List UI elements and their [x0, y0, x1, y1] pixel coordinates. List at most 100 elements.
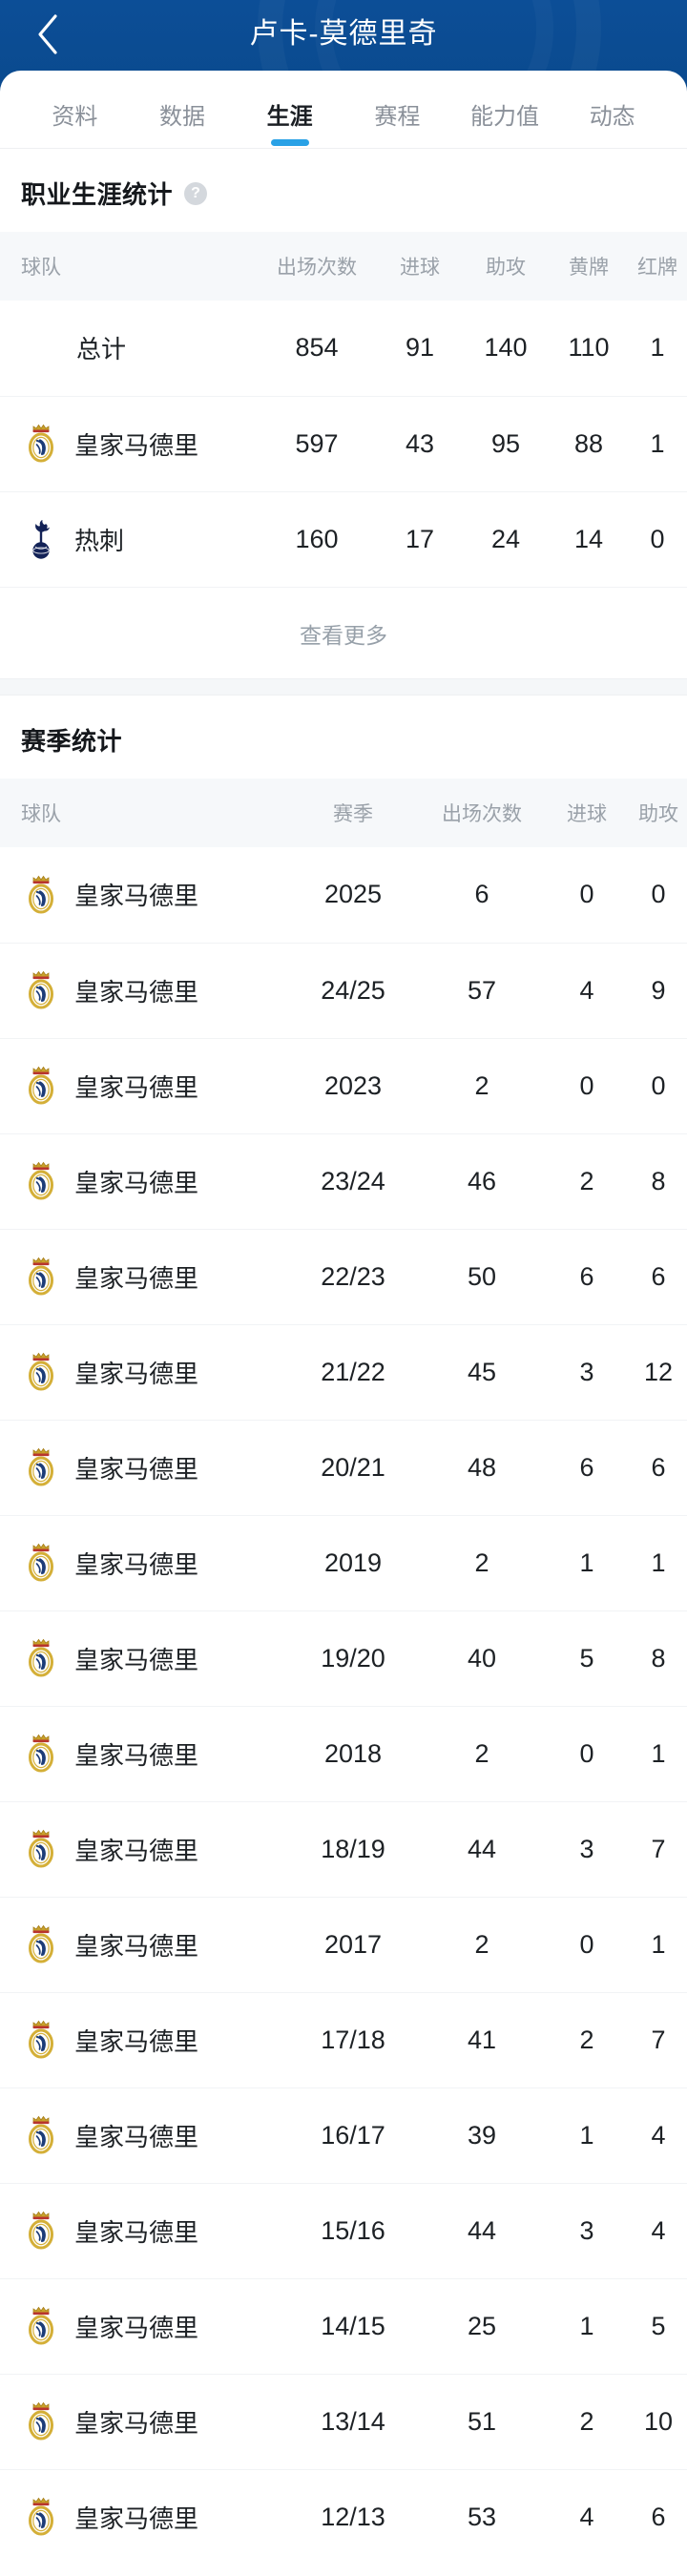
- real-madrid-crest-icon: [29, 2020, 53, 2059]
- tottenham-crest-icon: [32, 520, 50, 559]
- season-cell-assists: 6: [630, 1229, 687, 1325]
- season-cell-assists: 1: [630, 1515, 687, 1611]
- tab-nenglizhi[interactable]: 能力值: [470, 104, 540, 130]
- season-cell-season: 20/21: [286, 1420, 420, 1516]
- season-cell-apps: 2: [420, 1897, 544, 1993]
- career-cell-goals: 17: [405, 524, 435, 553]
- season-cell-goals: 2: [544, 1992, 630, 2088]
- career-view-more-button[interactable]: 查看更多: [0, 587, 687, 678]
- season-section-header: 赛季统计: [0, 696, 687, 779]
- tab-dongtai[interactable]: 动态: [589, 104, 635, 130]
- season-team-name: 皇家马德里: [74, 1168, 199, 1197]
- season-cell-goals: 3: [544, 1324, 630, 1421]
- season-team-name: 皇家马德里: [74, 1072, 199, 1102]
- season-cell-season: 2023: [286, 1038, 420, 1134]
- back-button[interactable]: [21, 8, 74, 61]
- season-section-title: 赛季统计: [21, 727, 123, 756]
- season-table-row[interactable]: 皇家马德里 23/24 46 2 8: [0, 1133, 687, 1230]
- season-cell-season: 19/20: [286, 1610, 420, 1707]
- season-cell-goals: 0: [544, 1038, 630, 1134]
- season-team-name: 皇家马德里: [74, 1359, 199, 1388]
- real-madrid-crest-icon: [29, 2306, 53, 2345]
- tab-shuju[interactable]: 数据: [159, 104, 205, 130]
- career-section-header: 职业生涯统计 ?: [0, 149, 687, 232]
- season-cell-assists: 5: [630, 2278, 687, 2375]
- career-cell-assists: 24: [490, 524, 521, 553]
- season-cell-team: 皇家马德里: [0, 1229, 286, 1325]
- season-table-row[interactable]: 皇家马德里 18/19 44 3 7: [0, 1801, 687, 1898]
- season-cell-apps: 39: [420, 2088, 544, 2184]
- career-table-row[interactable]: 热刺 160 17 24 14 0: [0, 491, 687, 587]
- season-table-header-row: 球队 赛季 出场次数 进球 助攻: [0, 779, 687, 847]
- career-table-row[interactable]: 皇家马德里 597 43 95 88 1: [0, 396, 687, 492]
- tab-saicheng[interactable]: 赛程: [374, 104, 421, 130]
- career-col-assists: 助攻: [486, 257, 526, 279]
- tab-bar: 资料 数据 生涯 赛程 能力值 动态: [0, 71, 687, 149]
- season-cell-apps: 57: [420, 943, 544, 1039]
- season-cell-apps: 44: [420, 1801, 544, 1898]
- season-cell-season: 18/19: [286, 1801, 420, 1898]
- season-table-row[interactable]: 皇家马德里 14/15 25 1 5: [0, 2278, 687, 2375]
- season-team-name: 皇家马德里: [74, 2503, 199, 2533]
- season-cell-apps: 53: [467, 2502, 497, 2531]
- season-table-row[interactable]: 皇家马德里 15/16 44 3 4: [0, 2183, 687, 2279]
- season-cell-apps: 6: [420, 847, 544, 944]
- season-team-name: 皇家马德里: [74, 1454, 199, 1484]
- season-cell-assists: 10: [630, 2374, 687, 2470]
- season-cell-season: 14/15: [286, 2278, 420, 2375]
- season-cell-assists: 12: [630, 1324, 687, 1421]
- season-cell-apps: 2: [420, 1515, 544, 1611]
- season-cell-assists: 7: [630, 1992, 687, 2088]
- career-cell-red: 0: [650, 524, 665, 553]
- real-madrid-crest-icon: [29, 2211, 53, 2250]
- season-table-row[interactable]: 皇家马德里 12/13 53 4 6: [0, 2469, 687, 2565]
- career-cell-team: 总计: [0, 301, 256, 397]
- season-cell-apps: 40: [420, 1610, 544, 1707]
- season-table-row[interactable]: 皇家马德里 2025 6 0 0: [0, 847, 687, 944]
- career-cell-assists: 140: [462, 301, 550, 397]
- season-table-row[interactable]: 皇家马德里 2023 2 0 0: [0, 1038, 687, 1134]
- season-team-name: 皇家马德里: [74, 2026, 199, 2056]
- season-table-row[interactable]: 皇家马德里 2017 2 0 1: [0, 1897, 687, 1993]
- season-table-row[interactable]: 皇家马德里 13/14 51 2 10: [0, 2374, 687, 2470]
- season-table-row[interactable]: 皇家马德里 19/20 40 5 8: [0, 1610, 687, 1707]
- season-team-name: 皇家马德里: [74, 2408, 199, 2438]
- season-cell-season: 2019: [286, 1515, 420, 1611]
- season-cell-goals: 5: [544, 1610, 630, 1707]
- real-madrid-crest-icon: [29, 1543, 53, 1582]
- question-mark-icon[interactable]: ?: [184, 181, 208, 205]
- tab-shengya[interactable]: 生涯: [236, 97, 344, 148]
- season-table-row[interactable]: 皇家马德里 21/22 45 3 12: [0, 1324, 687, 1421]
- season-cell-assists: 1: [630, 1897, 687, 1993]
- season-cell-goals: 1: [544, 2278, 630, 2375]
- career-cell-assists: 95: [462, 396, 550, 492]
- season-cell-goals: 6: [544, 1420, 630, 1516]
- career-col-team: 球队: [21, 257, 61, 279]
- real-madrid-crest-icon: [29, 424, 53, 463]
- season-team-name: 皇家马德里: [74, 1836, 199, 1865]
- season-cell-goals: 6: [544, 1229, 630, 1325]
- season-table-row[interactable]: 皇家马德里 20/21 48 6 6: [0, 1420, 687, 1516]
- season-table-row[interactable]: 皇家马德里 22/23 50 6 6: [0, 1229, 687, 1325]
- season-table-row[interactable]: 皇家马德里 16/17 39 1 4: [0, 2088, 687, 2184]
- tab-ziliao[interactable]: 资料: [52, 104, 98, 130]
- season-cell-apps: 45: [420, 1324, 544, 1421]
- career-col-goals: 进球: [400, 257, 440, 279]
- season-table-row[interactable]: 皇家马德里 17/18 41 2 7: [0, 1992, 687, 2088]
- season-table-row[interactable]: 皇家马德里 2019 2 1 1: [0, 1515, 687, 1611]
- season-cell-season: 15/16: [286, 2183, 420, 2279]
- season-table-row[interactable]: 皇家马德里 24/25 57 4 9: [0, 943, 687, 1039]
- season-cell-apps: 2: [420, 1706, 544, 1802]
- content-sheet: 资料 数据 生涯 赛程 能力值 动态 职业生涯统计 ? 球队 出场次数 进球 助…: [0, 71, 687, 2576]
- season-cell-assists: 9: [630, 943, 687, 1039]
- season-cell-season: 24/25: [286, 943, 420, 1039]
- season-team-name: 皇家马德里: [74, 1740, 199, 1770]
- season-team-name: 皇家马德里: [74, 882, 199, 911]
- career-table-row[interactable]: 总计 854 91 140 110 1: [0, 301, 687, 397]
- career-col-apps: 出场次数: [277, 257, 357, 279]
- season-cell-assists: 6: [630, 1420, 687, 1516]
- career-stats-table: 球队 出场次数 进球 助攻 黄牌 红牌 总计 854 91 140 110 1 皇家马德里 5…: [0, 232, 687, 587]
- career-cell-red: 1: [628, 301, 687, 397]
- season-table-row[interactable]: 皇家马德里 2018 2 0 1: [0, 1706, 687, 1802]
- season-cell-assists: 7: [630, 1801, 687, 1898]
